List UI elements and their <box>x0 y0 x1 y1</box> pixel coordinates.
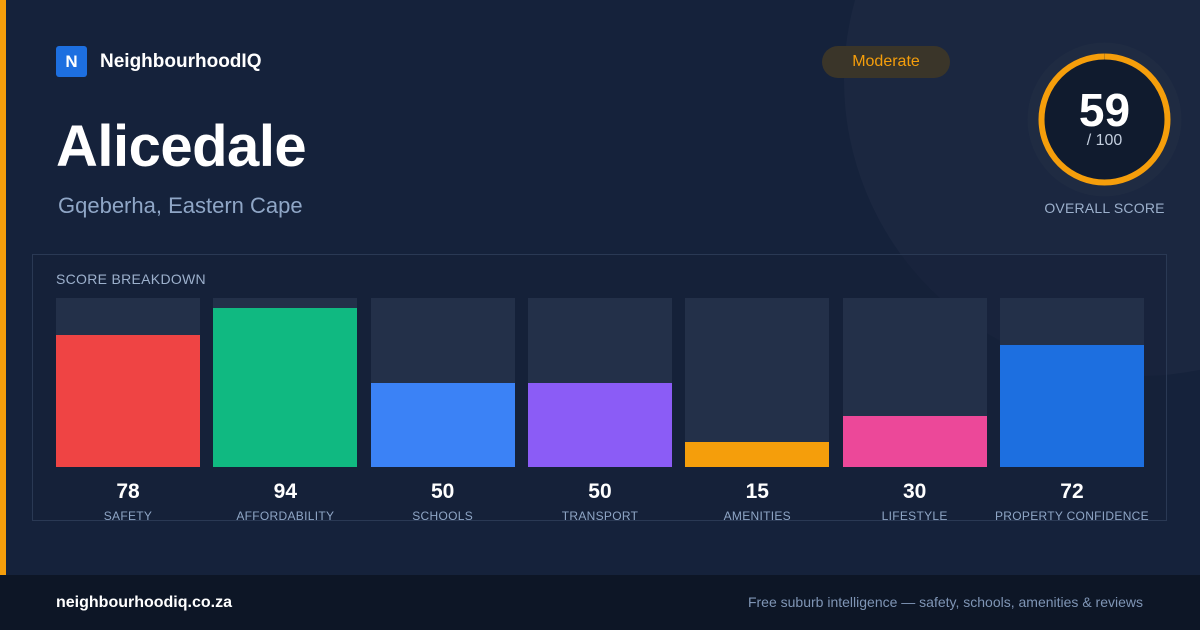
score-ring-inner <box>1041 56 1168 183</box>
bar-value-label: 50 <box>430 480 455 503</box>
overall-score-ring <box>1027 42 1182 197</box>
bar-track <box>842 298 987 467</box>
bar-category-label: AFFORDABILITY <box>236 509 335 523</box>
bar-category-label: SCHOOLS <box>412 509 474 523</box>
bar-category-label: TRANSPORT <box>561 509 639 523</box>
overall-score-caption: OVERALL SCORE <box>1044 200 1165 216</box>
bar-lifestyle <box>842 416 987 467</box>
bar-track <box>213 298 358 467</box>
bar-track <box>56 298 200 467</box>
rating-badge: Moderate <box>822 46 950 78</box>
overall-score-max: / 100 <box>1086 132 1123 149</box>
bar-value-label: 15 <box>745 480 769 503</box>
score-breakdown-title: SCORE BREAKDOWN <box>56 271 206 287</box>
suburb-region: Gqeberha, Eastern Cape <box>58 193 303 218</box>
bar-value-label: 78 <box>116 480 140 503</box>
bar-value-label: 72 <box>1060 480 1084 503</box>
overall-score-value: 59 <box>1078 84 1131 136</box>
bar-transport <box>527 382 672 467</box>
bar-category-label: LIFESTYLE <box>881 509 948 523</box>
footer-tagline: Free suburb intelligence — safety, schoo… <box>747 594 1143 610</box>
suburb-title: Alicedale <box>56 114 307 179</box>
bar-category-label: AMENITIES <box>723 509 791 523</box>
bar-track <box>999 298 1144 467</box>
bar-category-label: SAFETY <box>103 509 153 523</box>
brand-logo-icon: N <box>56 46 87 77</box>
bar-category-label: PROPERTY CONFIDENCE <box>994 509 1149 523</box>
accent-bar <box>0 0 6 575</box>
bar-value-label: 30 <box>902 480 927 503</box>
bar-amenities <box>685 441 830 467</box>
brand-name: NeighbourhoodIQ <box>100 50 262 72</box>
brand: N NeighbourhoodIQ <box>56 46 261 77</box>
bar-value-label: 94 <box>273 480 297 503</box>
bar-track <box>685 298 830 467</box>
bar-schools <box>370 382 515 467</box>
bar-track <box>527 298 672 467</box>
bar-track <box>370 298 515 467</box>
bar-safety <box>56 335 200 467</box>
bar-value-label: 50 <box>588 480 612 503</box>
bar-affordability <box>213 308 358 467</box>
bar-property-confidence <box>999 345 1144 467</box>
footer: neighbourhoodiq.co.za Free suburb intell… <box>0 575 1200 630</box>
score-ring-arc <box>1038 53 1171 186</box>
footer-site-link[interactable]: neighbourhoodiq.co.za <box>56 594 232 611</box>
